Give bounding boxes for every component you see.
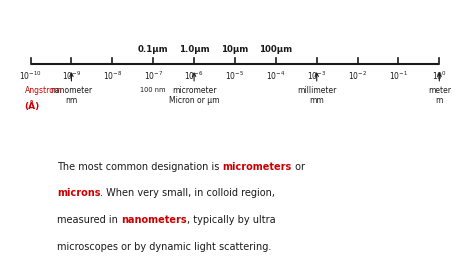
Text: meter
m: meter m xyxy=(428,86,451,105)
Text: 10μm: 10μm xyxy=(221,45,248,54)
Text: nanometers: nanometers xyxy=(121,215,186,225)
Text: $10^{-5}$: $10^{-5}$ xyxy=(225,69,245,82)
Text: microns: microns xyxy=(57,188,100,198)
Text: measured in: measured in xyxy=(57,215,121,225)
Text: micrometer
Micron or μm: micrometer Micron or μm xyxy=(169,86,219,105)
Text: , typically by ultra: , typically by ultra xyxy=(186,215,275,225)
Text: $10^{-10}$: $10^{-10}$ xyxy=(19,69,42,82)
Text: $10^{-7}$: $10^{-7}$ xyxy=(144,69,163,82)
Text: $10^{-6}$: $10^{-6}$ xyxy=(184,69,204,82)
Text: nanometer
nm: nanometer nm xyxy=(50,86,92,105)
Text: 100 nm: 100 nm xyxy=(140,87,166,93)
Text: microscopes or by dynamic light scattering.: microscopes or by dynamic light scatteri… xyxy=(57,242,271,252)
Text: millimeter
mm: millimeter mm xyxy=(297,86,337,105)
Text: (Å): (Å) xyxy=(25,101,40,111)
Text: $10^{0}$: $10^{0}$ xyxy=(432,69,447,82)
Text: micrometers: micrometers xyxy=(222,162,292,172)
Text: $10^{-2}$: $10^{-2}$ xyxy=(348,69,367,82)
Text: 100μm: 100μm xyxy=(259,45,292,54)
Text: $10^{-9}$: $10^{-9}$ xyxy=(62,69,81,82)
Text: 0.1μm: 0.1μm xyxy=(138,45,169,54)
Text: $10^{-3}$: $10^{-3}$ xyxy=(307,69,327,82)
Text: Angstrom: Angstrom xyxy=(25,86,62,95)
Text: $10^{-1}$: $10^{-1}$ xyxy=(389,69,408,82)
Text: The most common designation is: The most common designation is xyxy=(57,162,222,172)
Text: . When very small, in colloid region,: . When very small, in colloid region, xyxy=(100,188,275,198)
Text: $10^{-8}$: $10^{-8}$ xyxy=(103,69,122,82)
Text: 1.0μm: 1.0μm xyxy=(179,45,210,54)
Text: $10^{-4}$: $10^{-4}$ xyxy=(266,69,285,82)
Text: or: or xyxy=(292,162,305,172)
